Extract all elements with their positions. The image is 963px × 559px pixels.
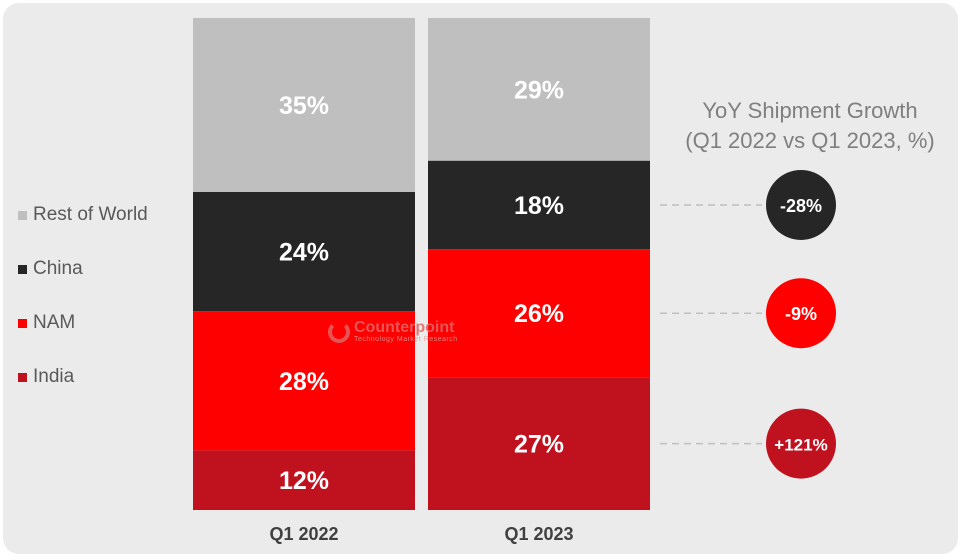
bar-segment-nam-q1-2022 [193, 311, 415, 451]
legend-label: NAM [33, 312, 76, 333]
data-label-india-q1-2022: 12% [279, 467, 329, 495]
legend-swatch [18, 318, 27, 328]
bar-segment-rest-of-world-q1-2022 [193, 18, 415, 192]
data-label-nam-q1-2023: 26% [514, 300, 564, 328]
x-tick-label-q1-2022: Q1 2022 [269, 524, 339, 544]
counterpoint-watermark: Counterpoint Technology Market Research [328, 320, 458, 343]
data-label-china-q1-2023: 18% [514, 192, 564, 220]
bar-segment-rest-of-world-q1-2023 [428, 18, 650, 161]
yoy-label-nam: -9% [785, 304, 817, 324]
bar-segment-china-q1-2022 [193, 191, 415, 312]
legend-label: China [33, 258, 83, 279]
x-tick-label-q1-2023: Q1 2023 [504, 524, 574, 544]
legend-item-rest-of-world: Rest of World [18, 204, 188, 225]
data-label-nam-q1-2022: 28% [279, 368, 329, 396]
legend-label: Rest of World [33, 204, 148, 225]
legend-item-nam: NAM [18, 312, 188, 333]
yoy-circle-china [766, 169, 836, 240]
yoy-circle-nam [766, 278, 836, 349]
data-label-china-q1-2022: 24% [279, 239, 329, 267]
legend-swatch [18, 210, 27, 220]
bar-segment-india-q1-2022 [193, 450, 415, 510]
legend-swatch [18, 372, 27, 382]
yoy-title-line1: YoY Shipment Growth [702, 98, 918, 123]
legend-item-india: India [18, 366, 188, 387]
yoy-title: YoY Shipment Growth (Q1 2022 vs Q1 2023,… [660, 96, 960, 156]
data-label-india-q1-2023: 27% [514, 431, 564, 459]
data-label-rest-of-world-q1-2023: 29% [514, 76, 564, 104]
yoy-label-china: -28% [780, 196, 822, 216]
watermark-brand: Counterpoint [354, 319, 455, 336]
bar-segment-china-q1-2023 [428, 160, 650, 250]
counterpoint-logo-icon [328, 320, 350, 343]
data-label-rest-of-world-q1-2022: 35% [279, 92, 329, 120]
yoy-circle-india [766, 408, 836, 479]
watermark-subtitle: Technology Market Research [354, 336, 458, 343]
bar-segment-nam-q1-2023 [428, 249, 650, 378]
legend-item-china: China [18, 258, 188, 279]
yoy-title-line2: (Q1 2022 vs Q1 2023, %) [685, 128, 935, 153]
bar-segment-india-q1-2023 [428, 377, 650, 510]
chart-legend: Rest of World China NAM India [18, 204, 188, 421]
yoy-label-india: +121% [774, 436, 827, 455]
legend-label: India [33, 366, 75, 387]
legend-swatch [18, 264, 27, 274]
